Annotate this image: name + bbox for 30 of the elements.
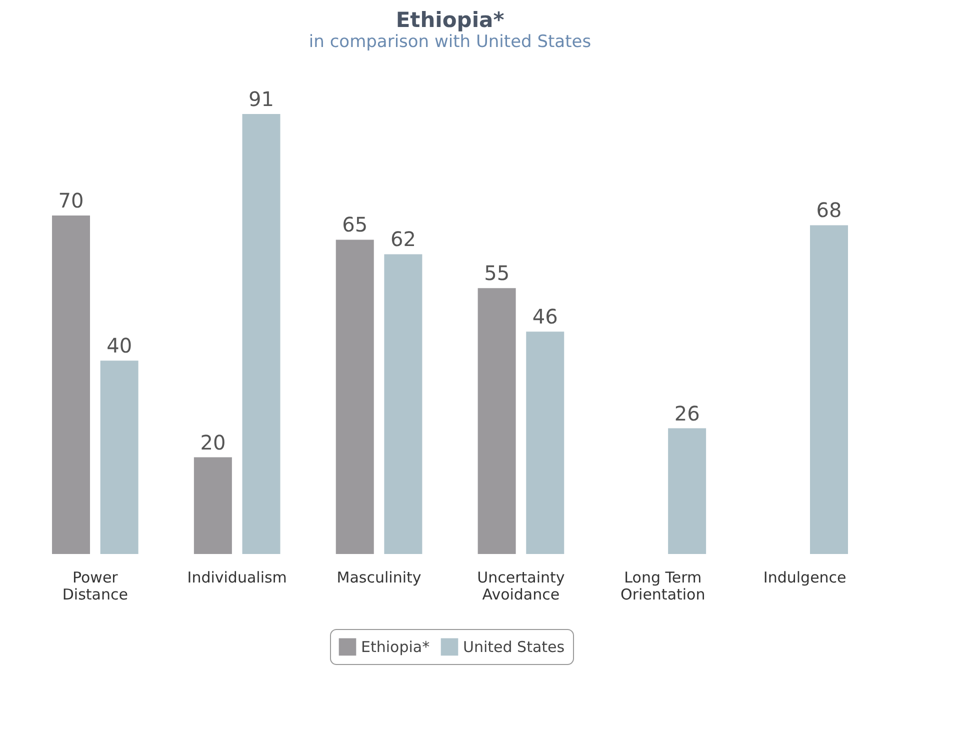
chart-title: Ethiopia* xyxy=(396,8,504,32)
bar xyxy=(478,288,516,554)
chart-subtitle: in comparison with United States xyxy=(308,32,592,52)
data-label: 91 xyxy=(248,87,274,111)
bar xyxy=(336,240,374,554)
bar xyxy=(52,216,90,554)
x-tick-label: Individualism xyxy=(187,568,287,586)
data-label: 68 xyxy=(816,198,842,222)
data-label: 65 xyxy=(342,212,368,237)
legend-label: Ethiopia* xyxy=(361,638,430,656)
bar xyxy=(242,114,280,554)
bar xyxy=(100,360,138,554)
x-tick-label: Indulgence xyxy=(763,568,846,586)
bar xyxy=(384,254,422,554)
legend-label: United States xyxy=(463,638,565,656)
bar xyxy=(810,225,848,554)
data-label: 46 xyxy=(532,304,558,329)
bar xyxy=(526,332,564,554)
data-label: 40 xyxy=(106,334,132,358)
x-tick-label: Power Distance xyxy=(62,568,128,604)
bar xyxy=(668,428,706,554)
data-label: 70 xyxy=(58,188,84,213)
data-label: 26 xyxy=(674,401,700,426)
x-tick-label: Masculinity xyxy=(336,568,422,586)
data-label: 20 xyxy=(200,430,226,454)
data-label: 62 xyxy=(390,227,416,252)
x-tick-label: Uncertainty Avoidance xyxy=(477,568,565,604)
data-label: 55 xyxy=(484,261,510,286)
x-tick-label: Long Term Orientation xyxy=(620,568,706,604)
bar xyxy=(194,457,232,554)
